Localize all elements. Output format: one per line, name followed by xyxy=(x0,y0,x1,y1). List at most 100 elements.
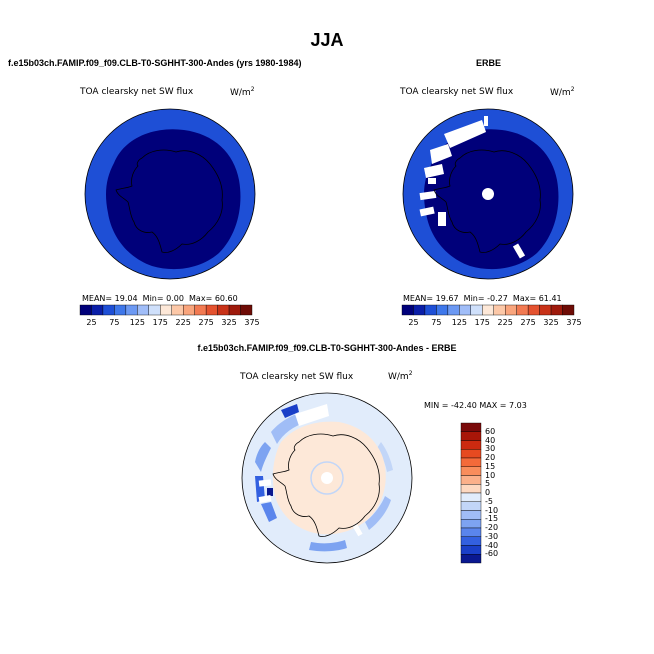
panel2-colorbar-tick-label: 375 xyxy=(566,318,582,327)
panel1-colorbar-box xyxy=(205,304,218,316)
panel2-missing-data xyxy=(419,116,526,259)
panel1-units: W/m2 xyxy=(230,86,255,98)
panel1-colorbar-tick-label: 125 xyxy=(129,318,145,327)
panel3-colorbar-box xyxy=(460,431,482,441)
panel1-colorbar-tick-label: 175 xyxy=(152,318,168,327)
panel3-negative-patches xyxy=(255,404,393,552)
panel2-units: W/m2 xyxy=(550,86,575,98)
panel3-colorbar-tick-label: 5 xyxy=(485,479,491,489)
panel2-colorbar-box xyxy=(550,304,563,316)
panel1-colorbar-tick-label: 325 xyxy=(221,318,237,327)
panel3-variable-label: TOA clearsky net SW flux xyxy=(240,372,354,382)
panel2-inner-field xyxy=(424,129,559,270)
panel3-colorbar-box xyxy=(460,484,482,494)
panel3-colorbar-box xyxy=(460,510,482,520)
panel2-colorbar-box xyxy=(504,304,517,316)
panel3-colorbar-tick-label: 30 xyxy=(485,444,496,454)
panel3-colorbar-tick-label: -40 xyxy=(485,540,499,550)
panel2-colorbar-box xyxy=(539,304,552,316)
panel1-colorbar-box xyxy=(102,304,115,316)
panel2-colorbar-box xyxy=(516,304,529,316)
panel3-colorbar-labels: 60 40 30 20 15 10 5 0 -5 -10 -15 -20 -30 -40 -60 xyxy=(485,423,525,563)
panel1-colorbar-box xyxy=(228,304,241,316)
panel3-units: W/m2 xyxy=(388,370,413,382)
panel3-colorbar-tick-label: -5 xyxy=(485,496,493,506)
panel2-colorbar-box xyxy=(424,304,437,316)
panel2-colorbar xyxy=(401,304,575,316)
panel2-polar-map xyxy=(402,108,574,280)
panel1-colorbar-box xyxy=(171,304,184,316)
panel1-stats: MEAN= 19.04 Min= 0.00 Max= 60.60 xyxy=(82,294,238,303)
panel3-colorbar-tick-label: 20 xyxy=(485,453,496,462)
panel3-colorbar-box xyxy=(460,475,482,485)
panel2-antarctica-outline xyxy=(433,149,541,253)
panel2-colorbar-box xyxy=(401,304,414,316)
panel3-pole-ring xyxy=(310,461,344,495)
panel3-colorbar-box xyxy=(460,466,482,476)
panel1-colorbar-box xyxy=(240,304,253,316)
panel3-antarctica-outline xyxy=(272,433,380,537)
panel3-colorbar xyxy=(460,422,482,564)
panel1-polar-map xyxy=(84,108,256,280)
panel3-colorbar-box xyxy=(460,527,482,537)
panel3-missing-data xyxy=(258,404,363,537)
panel1-antarctica-outline xyxy=(115,149,223,253)
panel2-colorbar-box xyxy=(459,304,471,316)
panel3-colorbar-tick-label: 15 xyxy=(485,461,496,471)
panel1-colorbar-box xyxy=(148,304,161,316)
panel3-colorbar-box xyxy=(460,554,482,564)
panel3-colorbar-box xyxy=(460,457,482,467)
panel2-colorbar-tick-label: 325 xyxy=(543,318,559,327)
panel1-colorbar xyxy=(79,304,253,316)
panel1-colorbar-box xyxy=(137,304,149,316)
panel3-colorbar-tick-label: -60 xyxy=(485,549,499,559)
panel3-colorbar-box xyxy=(460,536,482,546)
panel2-colorbar-box xyxy=(436,304,449,316)
panel1-colorbar-labels: 25 75 125 175 225 275 325 375 xyxy=(80,318,259,328)
panel2-colorbar-labels: 25 75 125 175 225 275 325 375 xyxy=(402,318,581,328)
panel1-colorbar-tick-label: 225 xyxy=(175,318,191,327)
panel2-colorbar-box xyxy=(413,304,426,316)
panel2-colorbar-box xyxy=(493,304,506,316)
panel3-colorbar-box xyxy=(460,440,482,450)
panel2-colorbar-box xyxy=(447,304,460,316)
panel3-colorbar-tick-label: -20 xyxy=(485,523,499,532)
panel1-colorbar-tick-label: 375 xyxy=(244,318,260,327)
panel3-colorbar-tick-label: -10 xyxy=(485,505,499,515)
panel3-colorbar-tick-label: -30 xyxy=(485,531,499,541)
panel2-colorbar-tick-label: 175 xyxy=(474,318,490,327)
panel2-colorbar-tick-label: 75 xyxy=(431,318,442,327)
panel2-colorbar-tick-label: 275 xyxy=(520,318,536,327)
panel1-case-title: f.e15b03ch.FAMIP.f09_f09.CLB-T0-SGHHT-30… xyxy=(8,58,302,68)
panel1-colorbar-box xyxy=(160,304,172,316)
panel1-colorbar-tick-label: 75 xyxy=(109,318,120,327)
panel3-colorbar-box xyxy=(460,545,482,555)
panel2-stats: MEAN= 19.67 Min= -0.27 Max= 61.41 xyxy=(403,294,562,303)
panel2-case-title: ERBE xyxy=(476,58,502,68)
panel2-colorbar-tick-label: 25 xyxy=(408,318,419,327)
panel1-colorbar-box xyxy=(79,304,92,316)
panel2-colorbar-tick-label: 225 xyxy=(497,318,513,327)
panel3-colorbar-box xyxy=(460,422,482,432)
panel2-colorbar-box xyxy=(482,304,494,316)
panel3-colorbar-box xyxy=(460,449,482,459)
panel3-colorbar-box xyxy=(460,519,482,529)
main-title: JJA xyxy=(310,30,344,50)
panel3-colorbar-box xyxy=(460,492,482,502)
panel1-colorbar-box xyxy=(91,304,104,316)
panel1-colorbar-tick-label: 25 xyxy=(86,318,97,327)
panel3-colorbar-tick-label: -15 xyxy=(485,514,499,524)
panel3-colorbar-tick-label: 10 xyxy=(485,470,496,480)
panel2-colorbar-box xyxy=(562,304,575,316)
panel3-colorbar-tick-label: 40 xyxy=(485,435,496,445)
panel3-case-title: f.e15b03ch.FAMIP.f09_f09.CLB-T0-SGHHT-30… xyxy=(197,343,457,353)
panel2-colorbar-box xyxy=(527,304,540,316)
panel2-variable-label: TOA clearsky net SW flux xyxy=(400,87,514,97)
panel3-polar-map xyxy=(241,392,413,564)
panel1-colorbar-box xyxy=(125,304,138,316)
panel2-colorbar-tick-label: 125 xyxy=(451,318,467,327)
panel1-colorbar-tick-label: 275 xyxy=(198,318,214,327)
panel1-colorbar-box xyxy=(217,304,230,316)
panel3-min-max: MIN = -42.40 MAX = 7.03 xyxy=(424,401,527,410)
panel1-variable-label: TOA clearsky net SW flux xyxy=(80,87,194,97)
